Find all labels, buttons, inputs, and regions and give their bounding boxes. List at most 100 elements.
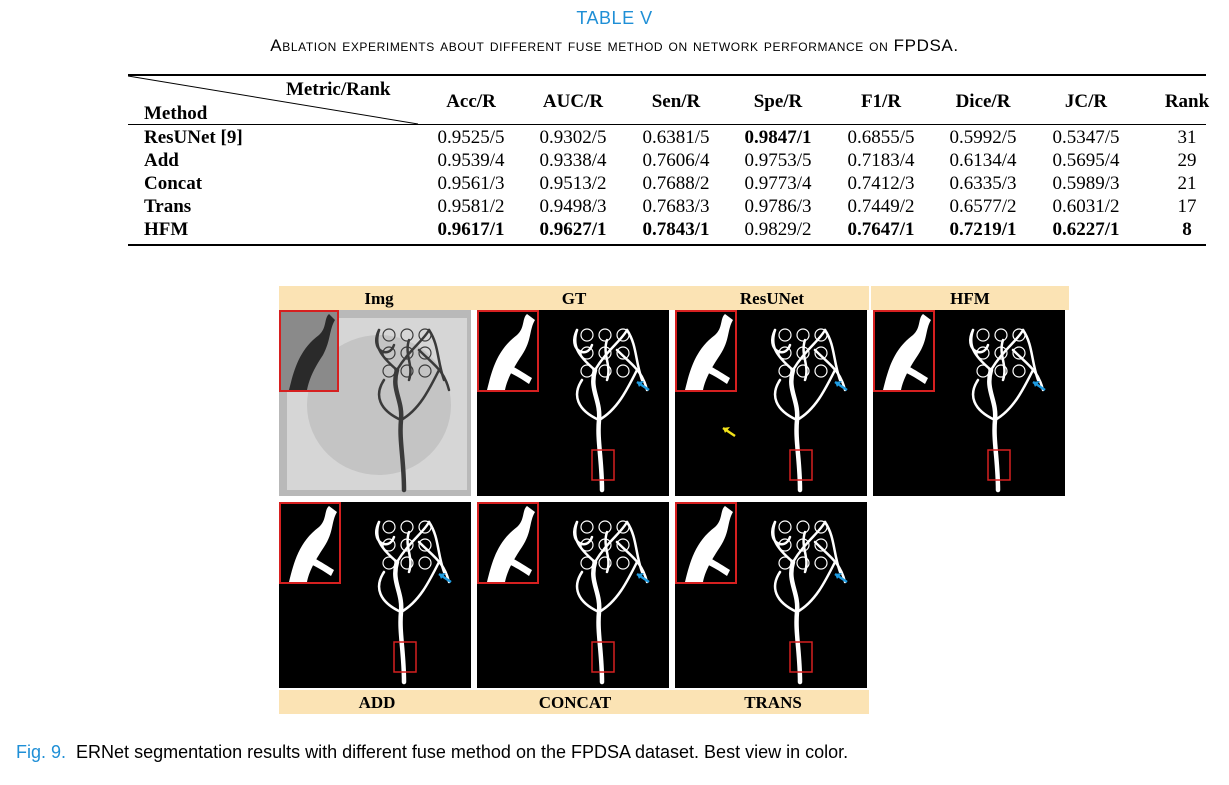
table-cell: 0.9561/3: [437, 173, 505, 194]
table-cell: 8: [1182, 219, 1192, 240]
vessel-loop: [778, 328, 792, 342]
table-cell: 0.9498/3: [539, 196, 607, 217]
inset-main-vessel: [685, 314, 733, 390]
vessel-branch: [377, 378, 403, 422]
inset-vessel: [487, 506, 535, 582]
vessel-branch: [789, 559, 803, 685]
vessel-loop: [598, 520, 612, 534]
vessel-branch: [615, 540, 649, 584]
vessel-loop: [796, 364, 810, 378]
vessel-loop: [994, 364, 1008, 378]
vessel-loop: [778, 538, 792, 552]
table-cell: 29: [1177, 150, 1197, 171]
panel-hfm: [873, 310, 1065, 496]
vessel-loop: [598, 328, 612, 342]
vessel-branch: [377, 570, 403, 614]
vessel-branch: [593, 520, 629, 564]
figure-number: Fig. 9.: [16, 742, 67, 762]
vessel-tree: [375, 328, 451, 493]
vessel-loop: [598, 364, 612, 378]
inset-vessel: [685, 506, 733, 582]
table-cell: 0.9786/3: [744, 196, 812, 217]
column-header: Acc/R: [446, 91, 496, 112]
vessel-loop: [382, 556, 396, 570]
table-cell: 0.9617/1: [437, 219, 505, 240]
vessel-branch: [604, 530, 610, 574]
table-cell: 0.5989/3: [1052, 173, 1120, 194]
inset-main-vessel: [883, 314, 931, 390]
vessel-loop: [382, 328, 396, 342]
table-cell: 0.5992/5: [949, 127, 1017, 148]
table-cell: 0.7183/4: [847, 150, 915, 171]
table-header-rule: [128, 124, 1206, 125]
vessel-loop: [580, 556, 594, 570]
vessel-loop: [418, 364, 432, 378]
column-header: JC/R: [1064, 91, 1108, 112]
row-method: Trans: [144, 196, 192, 217]
vessel-branch: [789, 367, 803, 493]
inset-main-vessel: [289, 314, 335, 390]
vessel-branch: [971, 378, 997, 422]
inset-main-vessel: [487, 314, 535, 390]
table-cell: 0.6381/5: [642, 127, 710, 148]
vessel-branch: [813, 540, 847, 584]
vessel-loop: [598, 538, 612, 552]
panel-trans: [675, 502, 867, 688]
vessel-branch: [813, 348, 847, 392]
vessel-loop: [580, 364, 594, 378]
vessel-loop: [580, 538, 594, 552]
inset-main-vessel: [289, 506, 337, 582]
vessel-loop: [418, 556, 432, 570]
vessel-branch: [406, 530, 412, 574]
vessel-loop: [616, 520, 630, 534]
inset-main-vessel: [487, 506, 535, 582]
table-cell: 0.6134/4: [949, 150, 1017, 171]
table-cell: 0.7688/2: [642, 173, 710, 194]
table-cell: 0.9513/2: [539, 173, 607, 194]
table-cell: 21: [1177, 173, 1197, 194]
vessel-branch: [795, 560, 837, 614]
table-cell: 0.9847/1: [744, 127, 812, 148]
row-method: Add: [144, 150, 179, 171]
vessel-branch: [593, 328, 629, 372]
arrow-icon: [636, 572, 650, 584]
vessel-branch: [791, 328, 827, 372]
table-caption: Ablation experiments about different fus…: [270, 36, 959, 55]
vessel-loop: [598, 556, 612, 570]
zoom-box: [789, 449, 813, 481]
table-cell: 0.7683/3: [642, 196, 710, 217]
table-cell: 0.9829/2: [744, 219, 812, 240]
vessel-loop: [814, 556, 828, 570]
vessel-loop: [814, 538, 828, 552]
label-img: Img: [364, 289, 394, 308]
vessel-branch: [597, 368, 639, 422]
inset-vessel: [487, 314, 535, 390]
panel-gt: [477, 310, 669, 496]
table-cell: 0.9627/1: [539, 219, 607, 240]
vessel-loop: [382, 538, 396, 552]
table-cell: 0.7219/1: [949, 219, 1017, 240]
vessel-loop: [382, 364, 396, 378]
table-cell: 0.9753/5: [744, 150, 812, 171]
inset-vessel: [289, 506, 337, 582]
table-cell: 0.5347/5: [1052, 127, 1120, 148]
table-cell: 0.7449/2: [847, 196, 915, 217]
vessel-loop: [418, 520, 432, 534]
vessel-branch: [575, 378, 601, 422]
figure-caption: Fig. 9. ERNet segmentation results with …: [16, 742, 848, 763]
arrow-icon: [438, 572, 452, 584]
table-cell: 0.9525/5: [437, 127, 505, 148]
vessel-branch: [989, 328, 1025, 372]
vessel-branch: [395, 328, 431, 372]
vessel-loop: [400, 328, 414, 342]
vessel-loop: [616, 556, 630, 570]
vessel-branch: [795, 368, 837, 422]
table-cell: 0.7412/3: [847, 173, 915, 194]
vessel-loop: [418, 346, 432, 360]
vessel-loop: [778, 346, 792, 360]
inset-side-vessel: [891, 360, 928, 384]
table-cell: 0.9773/4: [744, 173, 812, 194]
vessel-loop: [400, 364, 414, 378]
vessel-loop: [1012, 328, 1026, 342]
inset-side-vessel: [495, 552, 532, 576]
